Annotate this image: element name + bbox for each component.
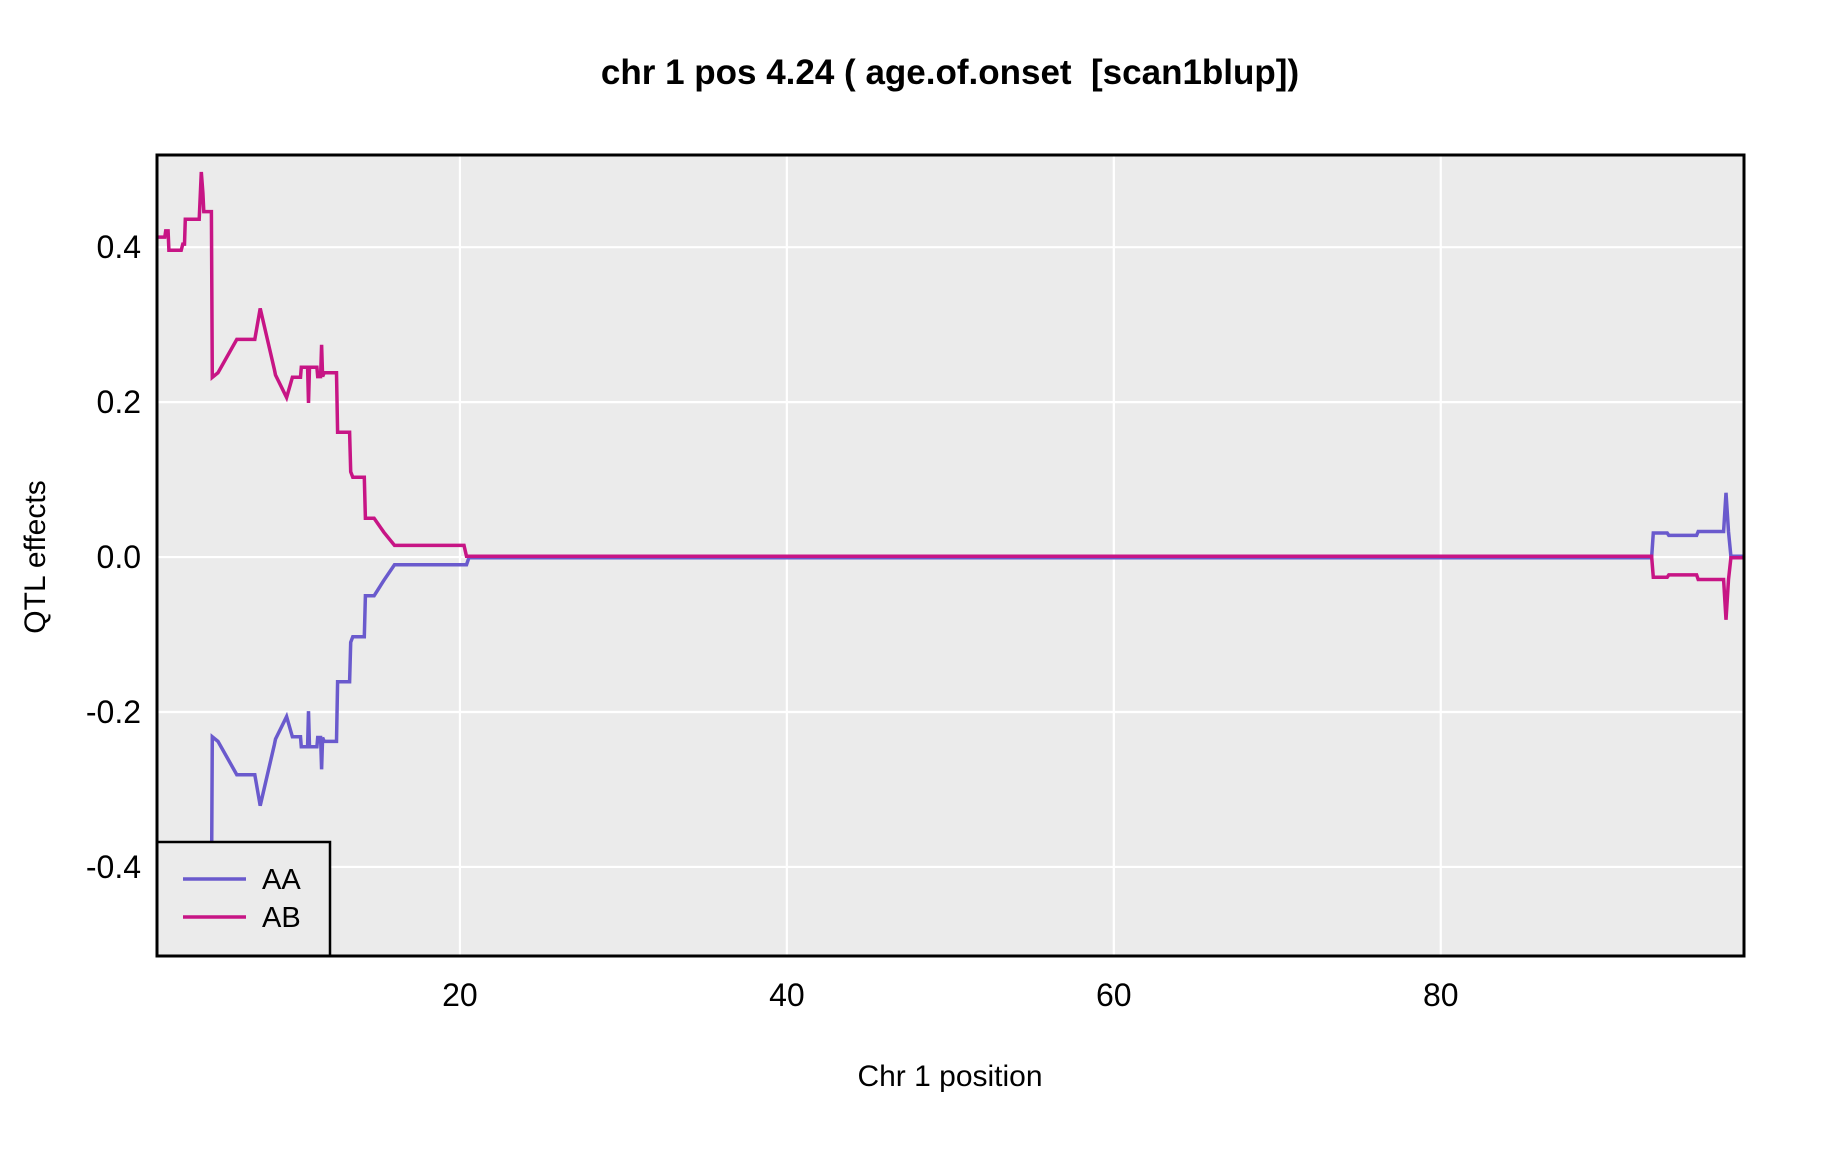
y-axis-tick-labels: 0.4 0.2 0.0 -0.2 -0.4 bbox=[86, 229, 141, 885]
x-tick-label: 40 bbox=[769, 977, 805, 1013]
y-tick-label: -0.4 bbox=[86, 849, 141, 885]
legend: AA AB bbox=[155, 840, 332, 958]
legend-label-aa: AA bbox=[262, 864, 301, 896]
legend-label-ab: AB bbox=[262, 902, 301, 934]
y-axis-title: QTL effects bbox=[19, 480, 52, 633]
x-axis-title: Chr 1 position bbox=[857, 1060, 1042, 1093]
y-tick-label: 0.0 bbox=[97, 539, 141, 575]
legend-box bbox=[155, 840, 332, 958]
x-axis-tick-labels: 20 40 60 80 bbox=[442, 977, 1458, 1013]
y-tick-label: 0.4 bbox=[97, 229, 141, 265]
chart-title: chr 1 pos 4.24 ( age.of.onset [scan1blup… bbox=[601, 53, 1299, 92]
panel-border bbox=[155, 153, 1746, 958]
y-tick-label: 0.2 bbox=[97, 384, 141, 420]
series-line-ab bbox=[157, 171, 1744, 620]
y-tick-label: -0.2 bbox=[86, 694, 141, 730]
x-tick-label: 60 bbox=[1096, 977, 1132, 1013]
x-tick-label: 20 bbox=[442, 977, 478, 1013]
x-tick-label: 80 bbox=[1423, 977, 1459, 1013]
